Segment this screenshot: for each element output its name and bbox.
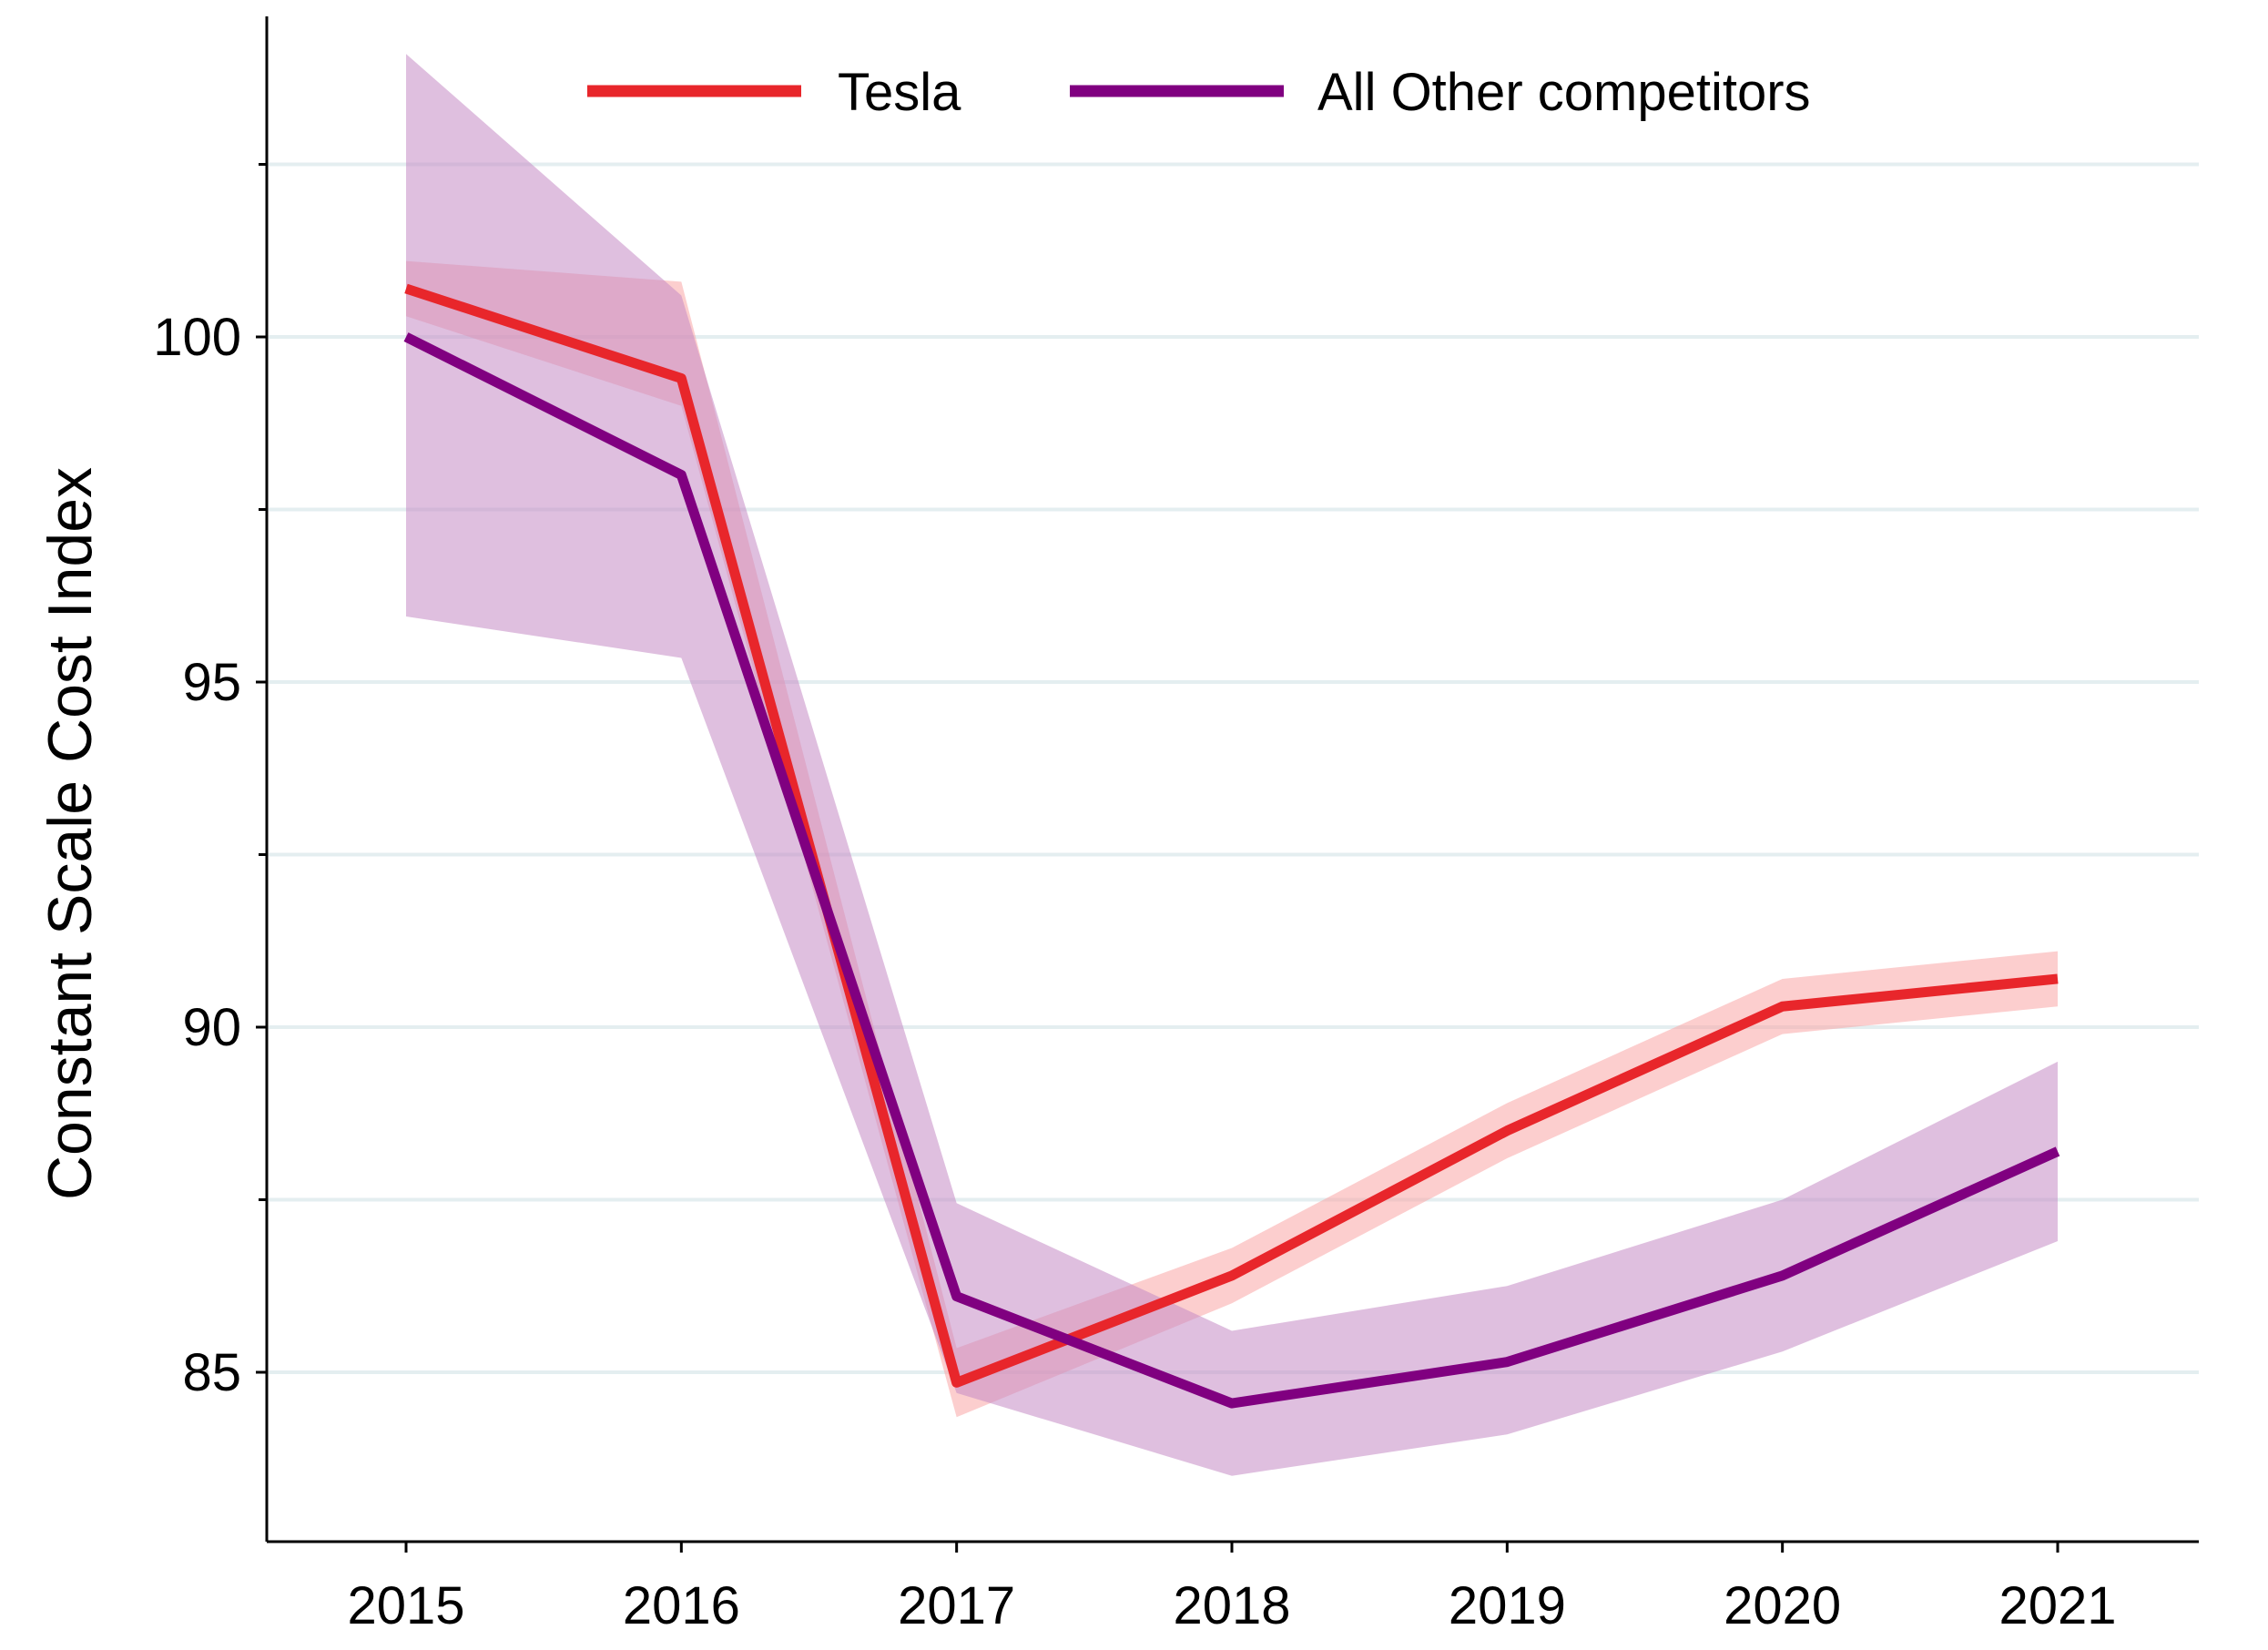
x-tick-label: 2020 xyxy=(1724,1576,1841,1635)
confidence-bands xyxy=(406,54,2058,1476)
legend-label: Tesla xyxy=(838,63,961,122)
series-line xyxy=(404,283,2059,1388)
x-tick-label: 2018 xyxy=(1173,1576,1290,1635)
series-line xyxy=(403,332,2060,1409)
ticks: 85 90 95 100 2015 2016 2017 2018 2019 2020 2021 xyxy=(153,163,2117,1635)
x-tick-label: 2016 xyxy=(623,1576,740,1635)
y-tick-label: 90 xyxy=(182,998,241,1057)
x-tick-label: 2021 xyxy=(1998,1576,2116,1635)
y-tick-label: 95 xyxy=(182,653,241,712)
legend: Tesla All Other competitors xyxy=(587,63,1811,122)
y-tick-label: 85 xyxy=(182,1343,241,1402)
x-tick-label: 2019 xyxy=(1449,1576,1566,1635)
series-lines xyxy=(403,283,2060,1409)
x-tick-label: 2015 xyxy=(347,1576,464,1635)
confidence-band xyxy=(406,54,2058,1476)
y-axis-title: Constant Scale Cost Index xyxy=(36,467,105,1200)
y-tick-label: 100 xyxy=(153,308,241,367)
x-tick-label: 2017 xyxy=(898,1576,1015,1635)
legend-label: All Other competitors xyxy=(1317,63,1811,122)
